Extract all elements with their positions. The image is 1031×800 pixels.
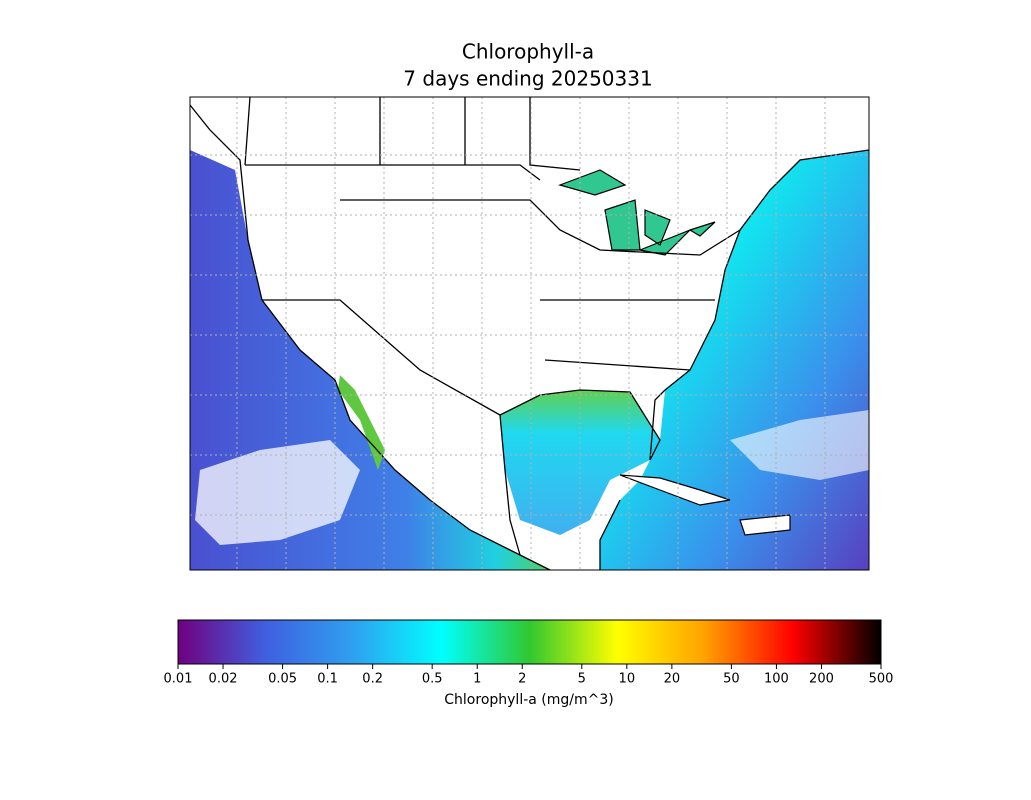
subtitle: 7 days ending 20250331: [403, 67, 652, 91]
colorbar-tick-label: 0.1: [317, 672, 338, 687]
colorbar-label: Chlorophyll-a (mg/m^3): [444, 692, 613, 708]
graticule: [190, 97, 869, 570]
colorbar-tick-label: 5: [578, 672, 586, 687]
colorbar-tick-label: 10: [619, 672, 636, 687]
colorbar-tick-label: 100: [764, 672, 789, 687]
colorbar-tick-label: 50: [723, 672, 740, 687]
colorbar-tick-label: 200: [809, 672, 834, 687]
colorbar: [177, 619, 882, 669]
map: [189, 96, 870, 571]
colorbar-tick-label: 20: [664, 672, 681, 687]
colorbar-tick-label: 0.02: [209, 672, 238, 687]
colorbar-tick-label: 1: [473, 672, 481, 687]
colorbar-tick-label: 0.2: [362, 672, 383, 687]
colorbar-gradient: [177, 619, 882, 665]
colorbar-tick-label: 0.5: [422, 672, 443, 687]
title: Chlorophyll-a: [462, 40, 594, 64]
colorbar-tick-label: 0.01: [164, 672, 193, 687]
colorbar-tick-label: 2: [518, 672, 526, 687]
colorbar-tick-label: 0.05: [268, 672, 297, 687]
colorbar-tick-label: 500: [869, 672, 894, 687]
